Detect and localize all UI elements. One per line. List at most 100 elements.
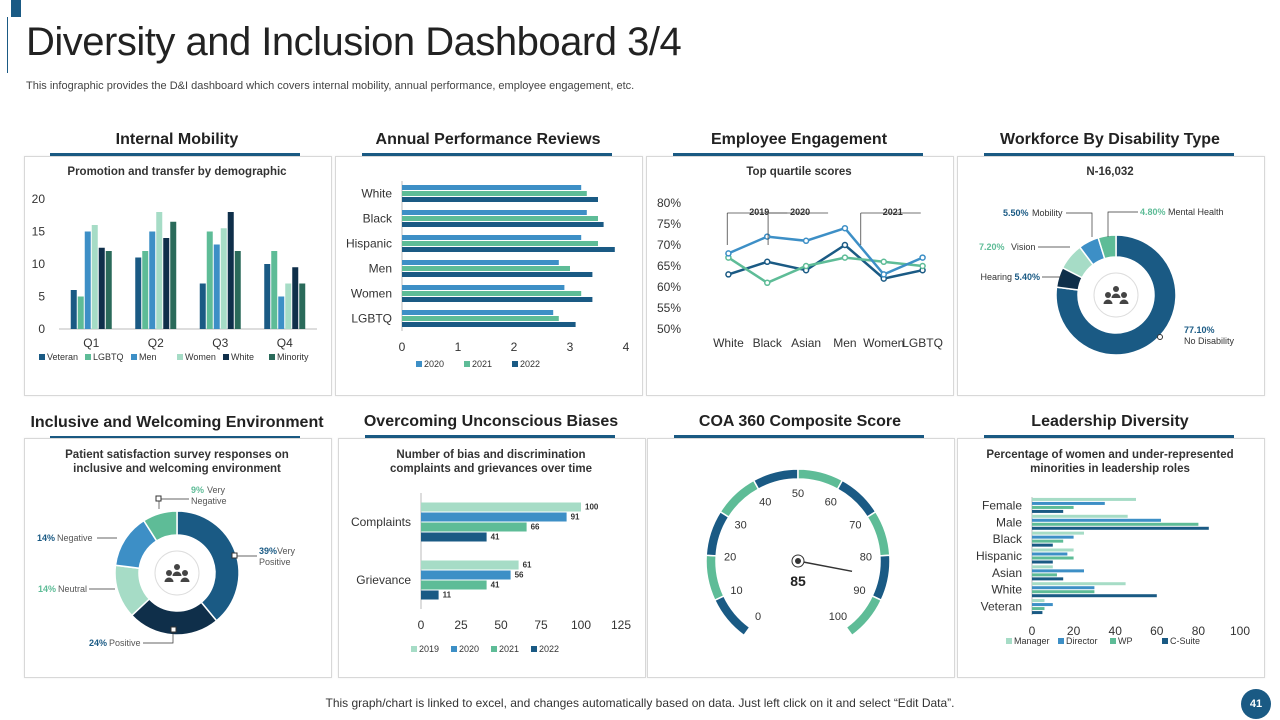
legend-label-2021: 2021 [499,644,519,654]
bar-2021-black [402,216,598,221]
bar-women-q3 [220,228,227,329]
hand-people-icon-head [174,564,180,570]
bar-manager-white [1032,582,1126,586]
slice-no-disability [1055,234,1177,356]
line-series-2020 [727,256,923,285]
bar-2021-white [402,191,587,196]
gauge-segment-7 [866,510,891,557]
section-title-internal-mobility: Internal Mobility [115,131,239,148]
bar-2021-hispanic [402,241,598,246]
y-tick-label: Male [996,515,1022,529]
disability-label-no-disability: No Disability [1184,336,1235,346]
inclusive-label-very-negative-2: Negative [191,496,227,506]
bar-2020-black [402,210,587,215]
chart-title: complaints and grievances over time [390,463,592,475]
bar-c-suite-female [1032,509,1064,513]
gauge-tick-label: 100 [829,611,847,623]
y-tick-label: 75% [657,217,681,231]
bar-2020-hispanic [402,235,582,240]
gauge-tick-label: 40 [759,496,771,508]
y-tick-label: 0 [38,322,45,336]
bar-white-q4 [292,267,299,329]
x-tick-label: 2 [511,340,518,354]
x-tick-label: 40 [1109,624,1123,638]
bar-white-q2 [163,238,170,329]
legend-label-wp: WP [1118,636,1133,646]
inclusive-pct-negative: 14% [37,533,55,543]
x-tick-label: Q1 [83,336,99,350]
point-2020-lgbtq [919,262,926,270]
y-tick-label: Female [982,498,1022,512]
gauge-segment-2 [705,510,730,557]
coa360-gauge-chart: 0 10 20 30 40 50 60 70 80 90 100 85 [705,468,891,637]
line-series-2021 [727,226,924,276]
inclusive-label-positive: Positive [109,638,141,648]
x-tick-label: Q4 [277,336,293,350]
bar-director-veteran [1032,603,1053,607]
bar-minority-q1 [105,251,112,329]
internal-mobility-chart: Promotion and transfer by demographic 0 5 1… [32,166,317,362]
accent-line [7,17,8,73]
legend-swatch-minority [269,354,275,360]
leader-line [1066,212,1093,237]
gauge-segment-4 [752,468,799,491]
bar-2022-women [402,297,593,302]
point-2021-men [841,224,849,232]
y-tick-label: 15 [32,225,46,239]
bar-c-suite-asian [1032,577,1064,581]
chart-title: Percentage of women and under-represente… [986,449,1233,461]
x-tick-label: Q3 [212,336,228,350]
bar-director-white [1032,586,1095,590]
bar-veteran-q4 [264,264,271,329]
legend-swatch-2020 [451,646,457,652]
bar-director-black [1032,535,1074,539]
point-2021-black [764,233,771,240]
disability-label-hearing: Hearing [980,272,1012,282]
legend-swatch-2021 [491,646,497,652]
people-icon-head [1113,286,1119,292]
bar-manager-black [1032,531,1084,535]
bar-men-q3 [213,244,220,329]
legend-label-men: Men [139,352,157,362]
legend-label-white: White [231,352,254,362]
bar-lgbtq-q2 [142,251,149,329]
gauge-tick-label: 70 [849,520,861,532]
hand-people-icon-head [166,570,172,576]
point-2020-black [764,279,771,287]
x-tick-label: Men [833,336,856,350]
panel-coa360: 0 10 20 30 40 50 60 70 80 90 100 85 [647,438,955,678]
x-tick-label: 25 [454,618,468,632]
bar-wp-female [1032,505,1074,509]
bar-2021-men [402,266,570,271]
legend-swatch-2022 [531,646,537,652]
bar-veteran-q2 [135,257,142,329]
legend-swatch-veteran [39,354,45,360]
x-tick-label: 0 [1029,624,1036,638]
bar-manager-veteran [1032,599,1045,603]
legend-label-2022: 2022 [539,644,559,654]
point-2021-white [725,250,732,257]
leader-marker [170,626,177,633]
legend-swatch-lgbtq [85,354,91,360]
bar-2021-women [402,291,582,296]
legend-label-2022: 2022 [520,359,540,369]
gauge-segment-1 [705,554,725,602]
panel-workforce-disability: N-16,032 77.10% No Disability Hearing 5.40% 7… [957,156,1265,396]
gauge-segment-3 [719,479,760,519]
disability-pct-no-disability: 77.10% [1184,325,1215,335]
x-tick-label: 60 [1150,624,1164,638]
bar-wp-white [1032,590,1095,594]
bar-value-label: 41 [491,581,500,590]
gauge-tick-label: 10 [730,585,742,597]
x-tick-label: 100 [1230,624,1250,638]
legend-label-2019: 2019 [419,644,439,654]
point-2021-lgbtq [919,254,926,261]
annotation-label-2020: 2020 [790,207,810,217]
legend-swatch-2021 [464,361,470,367]
point-2020-men [841,254,849,261]
legend-label-2020: 2020 [459,644,479,654]
disability-pct-hearing: 5.40% [1014,272,1040,282]
disability-label-mobility: Mobility [1032,208,1063,218]
x-tick-label: 20 [1067,624,1081,638]
slice-very-negative [142,510,178,542]
